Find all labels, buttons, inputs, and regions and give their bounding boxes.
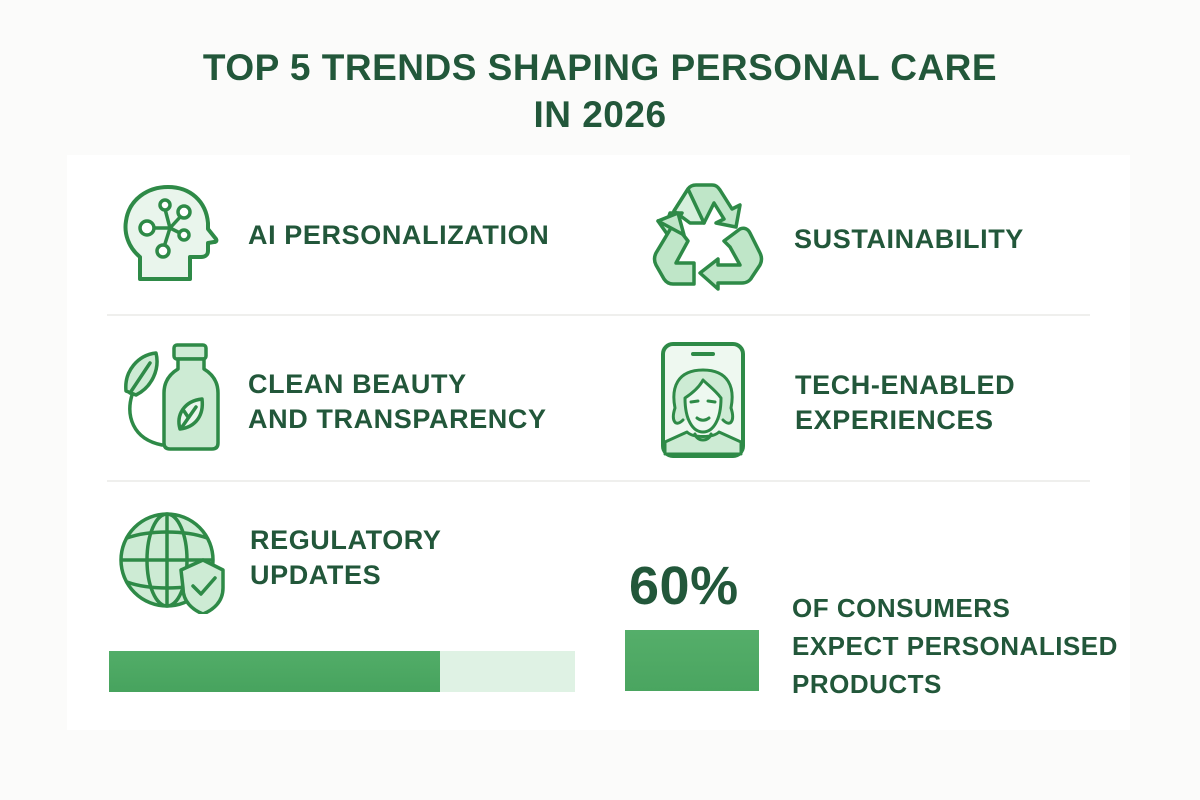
trend-label: CLEAN BEAUTY AND TRANSPARENCY: [248, 368, 547, 434]
trend-label: REGULATORY UPDATES: [250, 524, 442, 590]
divider-row-2: [107, 480, 1090, 482]
stat-color-block: [625, 630, 759, 691]
trend-label: AI PERSONALIZATION: [248, 220, 550, 250]
trend-ai-personalization: AI PERSONALIZATION: [120, 183, 549, 288]
divider-row-1: [107, 314, 1090, 316]
trend-label: SUSTAINABILITY: [794, 224, 1024, 254]
globe-shield-icon: [119, 510, 225, 619]
trends-card: [67, 155, 1130, 730]
progress-bar: [109, 651, 575, 692]
stat-value: 60%: [629, 556, 739, 616]
stat-description: OF CONSUMERS EXPECT PERSONALISED PRODUCT…: [792, 593, 1118, 699]
trend-label: TECH-ENABLED EXPERIENCES: [795, 369, 1016, 435]
trend-sustainability: SUSTAINABILITY: [652, 183, 1024, 296]
progress-bar-fill: [109, 651, 440, 692]
bottle-leaf-icon: [122, 343, 222, 460]
phone-face-icon: [661, 342, 745, 463]
page-title: TOP 5 TRENDS SHAPING PERSONAL CARE IN 20…: [0, 44, 1200, 138]
title-line-1: TOP 5 TRENDS SHAPING PERSONAL CARE: [202, 47, 998, 88]
trend-clean-beauty: CLEAN BEAUTY AND TRANSPARENCY: [122, 343, 547, 460]
head-network-icon: [120, 183, 220, 288]
title-line-2: IN 2026: [533, 94, 667, 135]
trend-regulatory: REGULATORY UPDATES: [119, 510, 442, 619]
recycle-icon: [652, 183, 764, 296]
trend-tech-enabled: TECH-ENABLED EXPERIENCES: [661, 342, 1015, 463]
